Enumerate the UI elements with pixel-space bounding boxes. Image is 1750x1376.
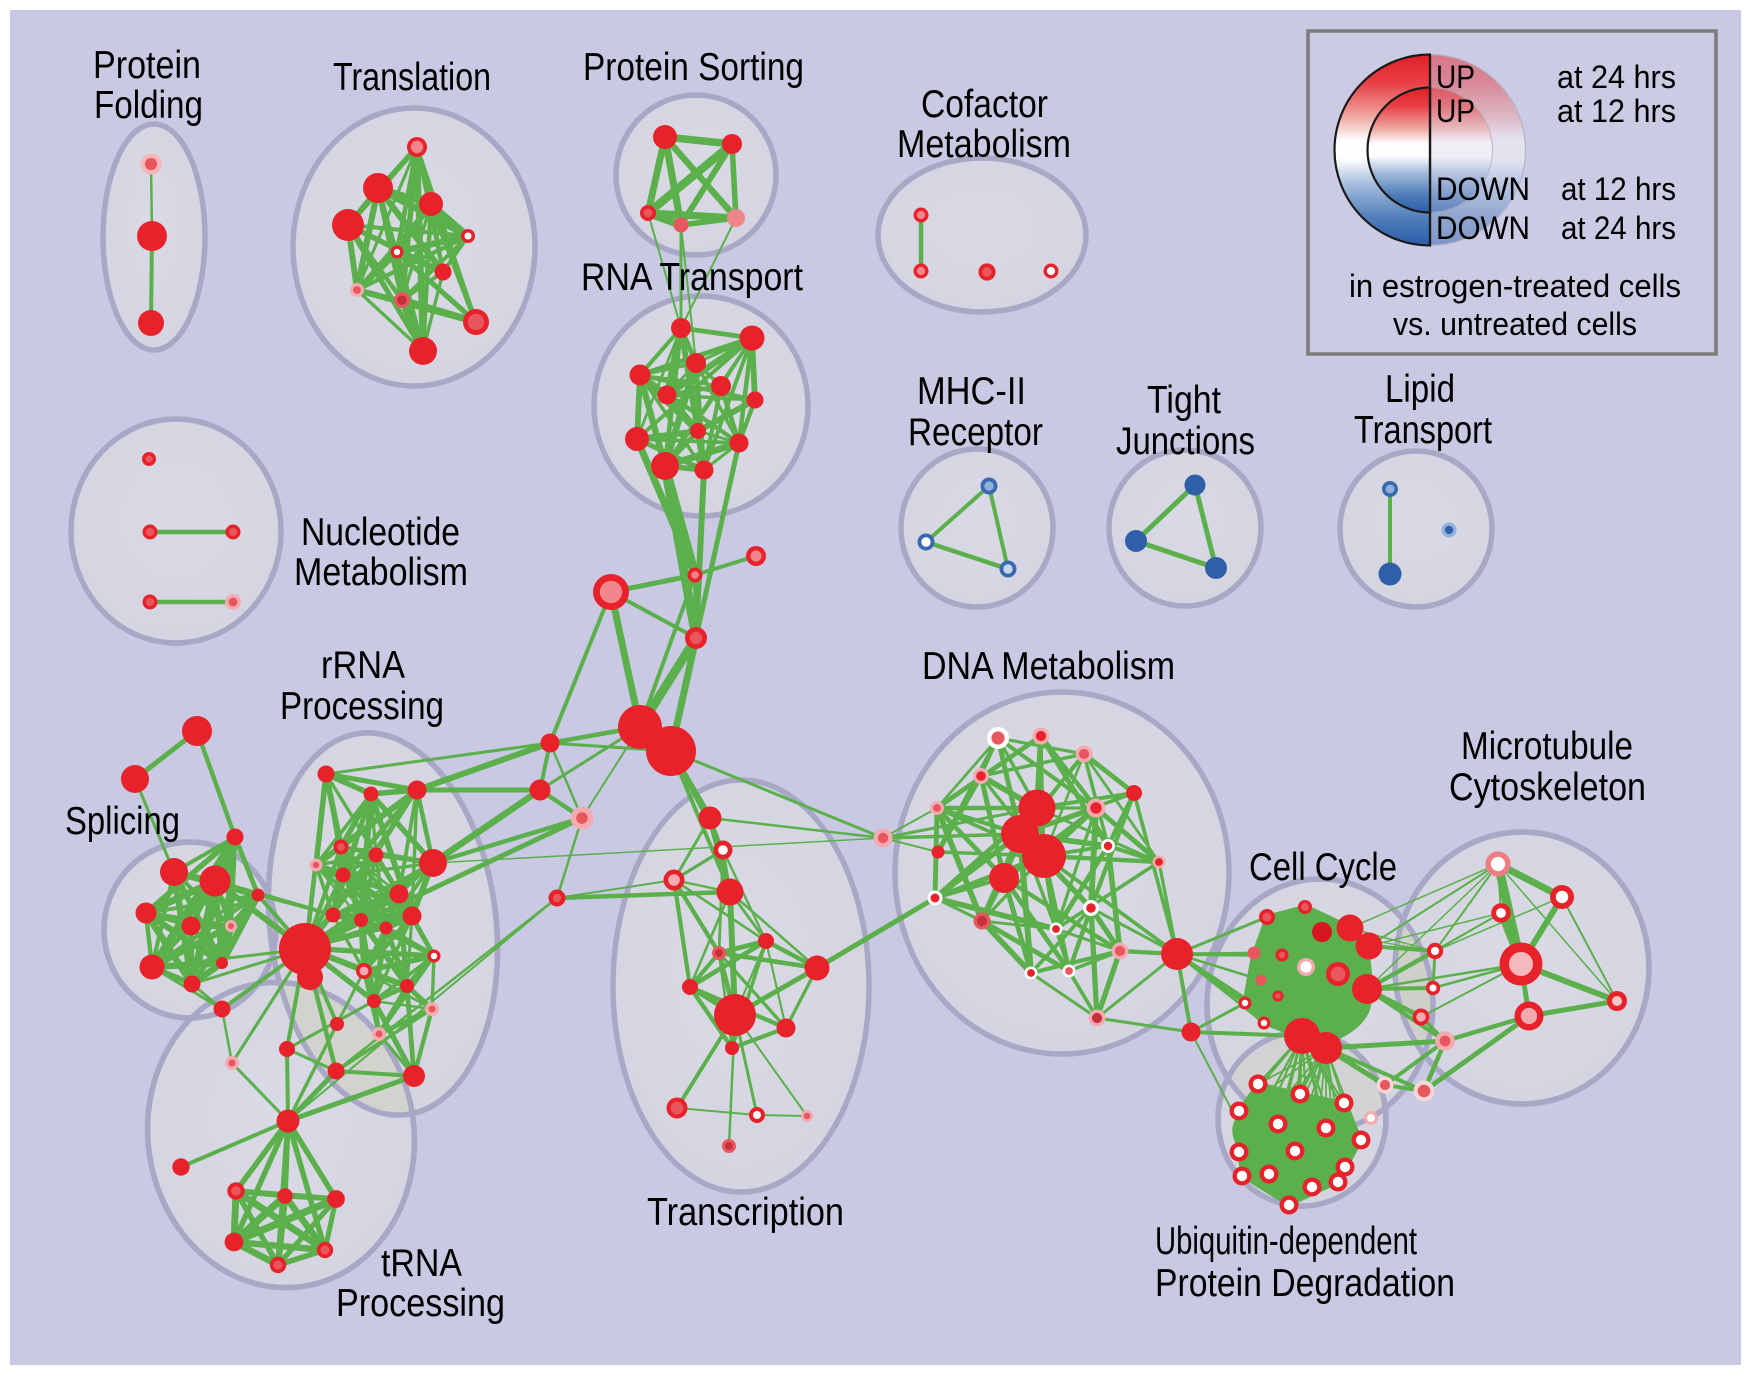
svg-text:Transcription: Transcription bbox=[647, 1191, 844, 1234]
svg-text:Transport: Transport bbox=[1354, 409, 1492, 452]
svg-text:DOWN: DOWN bbox=[1436, 210, 1530, 246]
svg-text:at 24 hrs: at 24 hrs bbox=[1557, 59, 1676, 95]
svg-text:at 12 hrs: at 12 hrs bbox=[1557, 93, 1676, 129]
svg-text:Lipid: Lipid bbox=[1385, 368, 1455, 411]
svg-text:Cell Cycle: Cell Cycle bbox=[1249, 846, 1397, 889]
svg-text:RNA Transport: RNA Transport bbox=[581, 256, 803, 299]
svg-text:Protein Degradation: Protein Degradation bbox=[1155, 1262, 1455, 1305]
svg-text:DNA Metabolism: DNA Metabolism bbox=[922, 645, 1175, 688]
svg-text:at 12 hrs: at 12 hrs bbox=[1561, 171, 1676, 207]
svg-text:Translation: Translation bbox=[333, 56, 491, 99]
svg-text:Folding: Folding bbox=[94, 84, 203, 127]
svg-text:DOWN: DOWN bbox=[1436, 171, 1530, 207]
svg-text:UP: UP bbox=[1436, 59, 1475, 95]
svg-text:Receptor: Receptor bbox=[908, 411, 1043, 454]
svg-text:UP: UP bbox=[1436, 93, 1475, 129]
svg-text:Cytoskeleton: Cytoskeleton bbox=[1449, 766, 1646, 809]
svg-text:Metabolism: Metabolism bbox=[294, 551, 468, 594]
svg-text:tRNA: tRNA bbox=[381, 1242, 462, 1285]
svg-text:Processing: Processing bbox=[336, 1282, 505, 1325]
svg-text:at 24 hrs: at 24 hrs bbox=[1561, 210, 1676, 246]
svg-text:Tight: Tight bbox=[1147, 379, 1221, 422]
svg-text:Processing: Processing bbox=[280, 685, 444, 728]
svg-text:Junctions: Junctions bbox=[1116, 420, 1255, 463]
svg-text:in estrogen-treated cells: in estrogen-treated cells bbox=[1349, 268, 1681, 304]
svg-text:Splicing: Splicing bbox=[65, 800, 180, 843]
svg-text:rRNA: rRNA bbox=[321, 644, 405, 687]
svg-text:Protein Sorting: Protein Sorting bbox=[583, 46, 804, 89]
svg-text:vs. untreated cells: vs. untreated cells bbox=[1393, 306, 1637, 342]
svg-text:Nucleotide: Nucleotide bbox=[301, 511, 460, 554]
svg-text:Protein: Protein bbox=[93, 44, 201, 87]
svg-text:Cofactor: Cofactor bbox=[921, 83, 1048, 126]
svg-text:Ubiquitin-dependent: Ubiquitin-dependent bbox=[1155, 1220, 1417, 1263]
svg-text:MHC-II: MHC-II bbox=[917, 370, 1026, 413]
svg-text:Metabolism: Metabolism bbox=[897, 123, 1071, 166]
svg-text:Microtubule: Microtubule bbox=[1461, 725, 1633, 768]
